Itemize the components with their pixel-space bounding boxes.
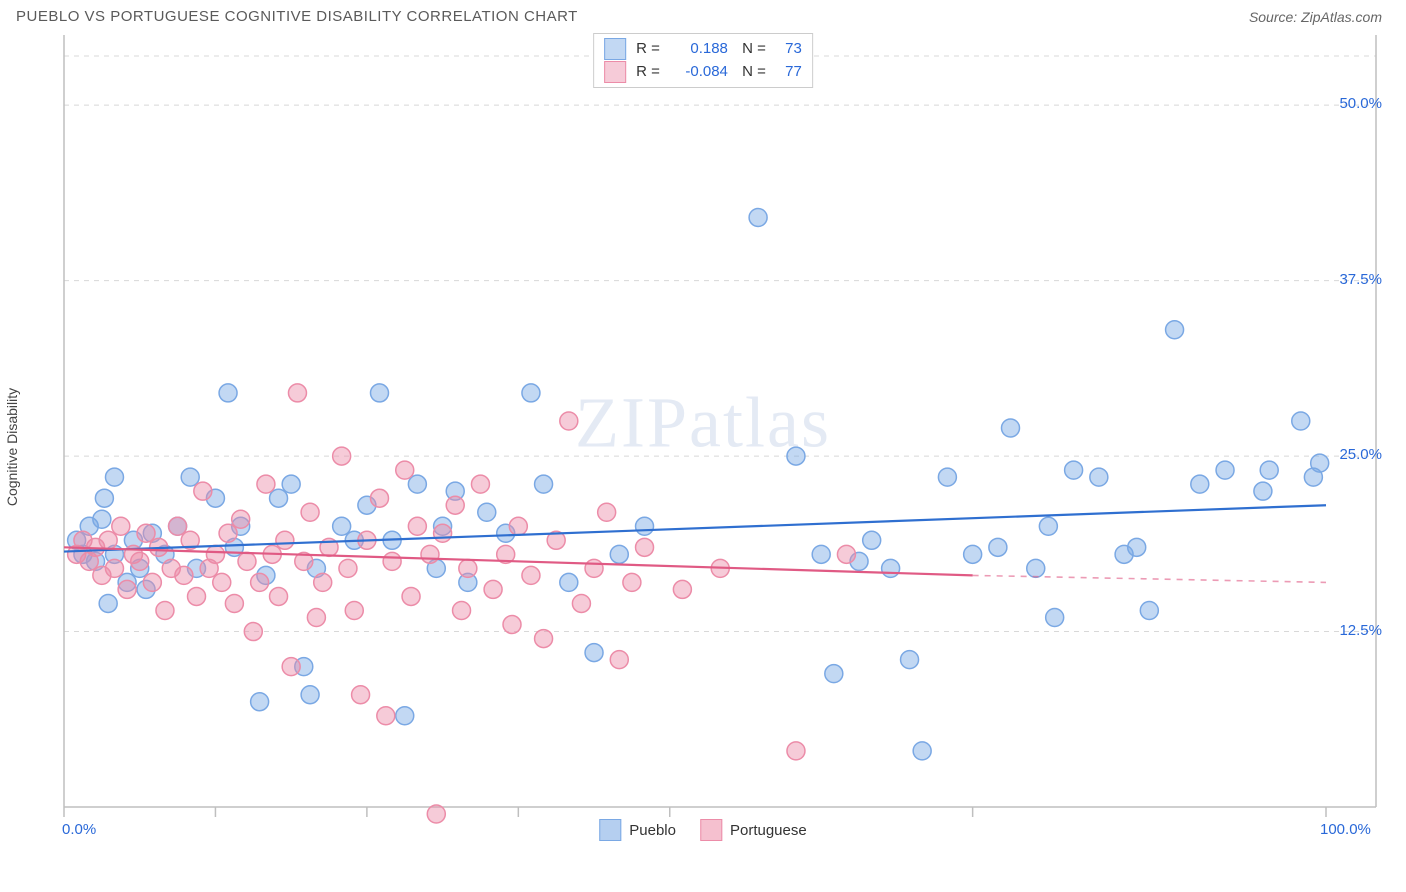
r-value-portuguese: -0.084 <box>670 61 728 84</box>
swatch-pueblo <box>604 38 626 60</box>
chart-area: Cognitive Disability ZIPatlas R = 0.188 … <box>16 29 1390 849</box>
legend-swatch-portuguese <box>700 819 722 841</box>
y-tick-label: 37.5% <box>1339 271 1382 288</box>
swatch-portuguese <box>604 61 626 83</box>
chart-source: Source: ZipAtlas.com <box>1249 9 1382 25</box>
stats-row-pueblo: R = 0.188 N = 73 <box>604 38 802 61</box>
chart-header: PUEBLO VS PORTUGUESE COGNITIVE DISABILIT… <box>0 0 1406 29</box>
n-value-pueblo: 73 <box>776 38 802 61</box>
scatter-plot-svg <box>16 29 1390 849</box>
x-axis-start-label: 0.0% <box>62 821 96 838</box>
stats-row-portuguese: R = -0.084 N = 77 <box>604 61 802 84</box>
y-tick-label: 25.0% <box>1339 446 1382 463</box>
legend-label-portuguese: Portuguese <box>730 822 807 839</box>
stats-legend: R = 0.188 N = 73 R = -0.084 N = 77 <box>593 33 813 88</box>
chart-title: PUEBLO VS PORTUGUESE COGNITIVE DISABILIT… <box>16 8 578 25</box>
legend-swatch-pueblo <box>599 819 621 841</box>
legend-item-portuguese: Portuguese <box>700 819 807 841</box>
y-axis-label: Cognitive Disability <box>4 388 20 506</box>
y-tick-label: 50.0% <box>1339 95 1382 112</box>
series-legend: Pueblo Portuguese <box>599 819 806 841</box>
n-value-portuguese: 77 <box>776 61 802 84</box>
legend-item-pueblo: Pueblo <box>599 819 676 841</box>
legend-label-pueblo: Pueblo <box>629 822 676 839</box>
y-tick-label: 12.5% <box>1339 622 1382 639</box>
x-axis-end-label: 100.0% <box>1320 821 1371 838</box>
r-value-pueblo: 0.188 <box>670 38 728 61</box>
